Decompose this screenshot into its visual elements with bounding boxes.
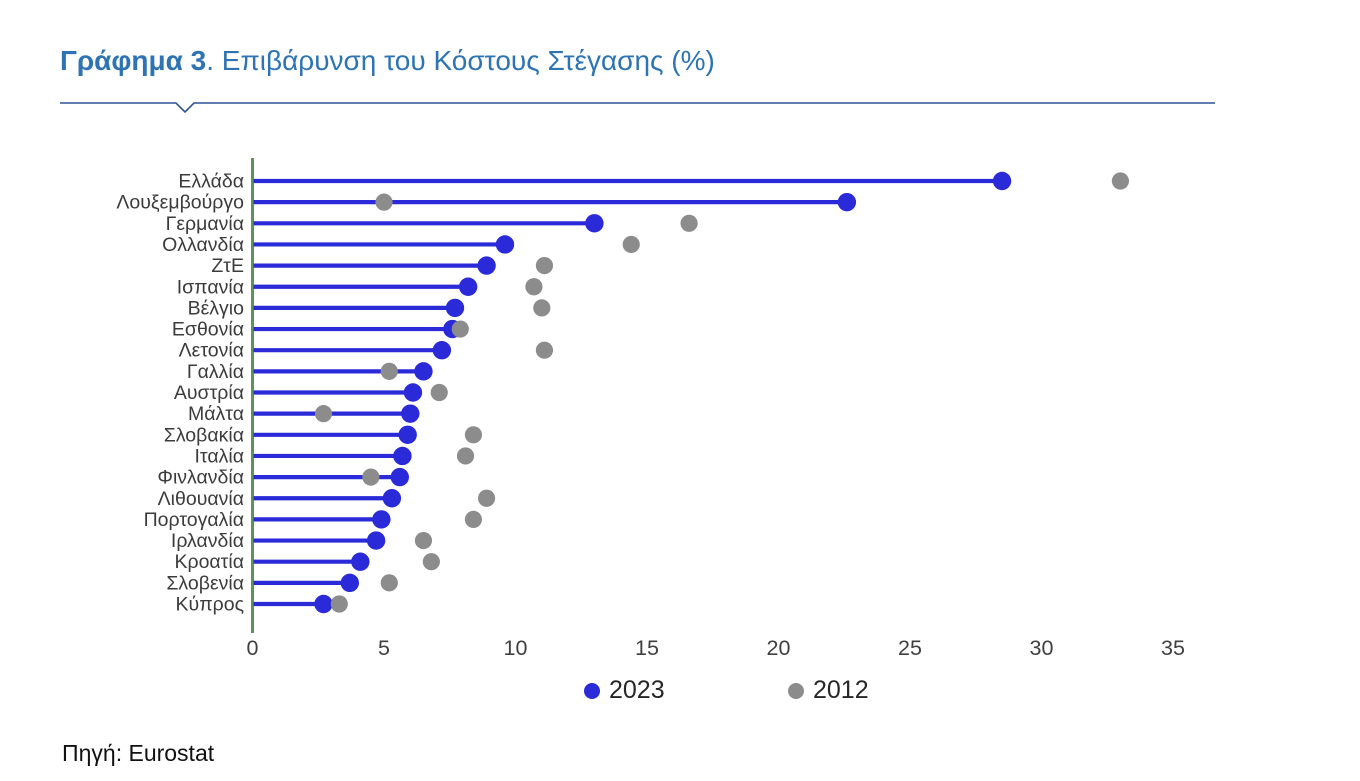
x-tick-label: 35: [1161, 636, 1185, 660]
legend-label-2012: 2012: [813, 676, 869, 704]
category-label: Γερμανία: [166, 213, 244, 235]
dot-2023: [372, 510, 391, 529]
dot-2012: [1111, 172, 1129, 190]
category-label: Ελλάδα: [178, 171, 244, 193]
dot-2023: [366, 531, 386, 550]
dot-2012: [535, 341, 554, 359]
title-underline-rule: [60, 102, 1215, 114]
category-label: Μάλτα: [188, 403, 244, 425]
dot-2012: [314, 405, 333, 423]
category-label: Λουξεμβούργο: [116, 192, 244, 214]
category-label: Ιταλία: [195, 445, 244, 467]
category-label: Εσθονία: [172, 319, 244, 341]
x-tick-label: 5: [378, 636, 390, 660]
category-label: Ιρλανδία: [171, 530, 244, 552]
dot-2012: [464, 510, 483, 528]
dot-2012: [380, 362, 398, 380]
legend-label-2023: 2023: [609, 676, 665, 704]
source-note: Πηγή: Eurostat: [62, 740, 215, 766]
dot-2012: [477, 489, 496, 507]
x-tick-label: 30: [1030, 636, 1054, 660]
dot-2023: [458, 277, 478, 296]
dot-2012: [330, 595, 348, 613]
category-label: ΖτΕ: [211, 255, 244, 277]
dot-2023: [585, 214, 604, 233]
chart-title-separator: .: [206, 45, 222, 76]
x-tick-label: 20: [767, 636, 791, 660]
dot-2012: [622, 235, 640, 254]
dot-2012: [380, 574, 398, 592]
chart-title: Γράφημα 3. Επιβάρυνση του Κόστους Στέγασ…: [60, 44, 715, 78]
dot-2023: [401, 404, 420, 423]
dot-2012: [414, 531, 433, 550]
legend-dot-2012-icon: [788, 682, 804, 699]
dot-2012: [533, 299, 551, 317]
category-label: Ισπανία: [177, 276, 244, 298]
legend-item-2023: 2023: [584, 676, 665, 705]
legend-dot-2023-icon: [584, 682, 600, 699]
dot-2012: [451, 320, 469, 338]
dot-2012: [464, 426, 483, 444]
legend-item-2012: 2012: [788, 676, 869, 705]
dot-2023: [340, 573, 360, 593]
dot-2023: [403, 383, 423, 402]
dot-2023: [414, 362, 433, 381]
dot-2023: [314, 594, 333, 614]
category-label: Κροατία: [174, 551, 244, 573]
category-label: Πορτογαλία: [144, 509, 244, 531]
x-tick-label: 15: [635, 636, 659, 660]
category-label: Λετονία: [179, 340, 244, 362]
dot-2023: [398, 425, 417, 444]
dot-2023: [495, 235, 515, 254]
chart-title-text: Επιβάρυνση του Κόστους Στέγασης (%): [221, 45, 715, 76]
category-label: Φινλανδία: [157, 467, 244, 489]
chart-title-number: Γράφημα 3: [60, 45, 207, 76]
dot-2012: [430, 383, 448, 402]
dot-2012: [680, 214, 698, 232]
chart-legend: 2023 2012: [0, 676, 1360, 708]
category-label: Σλοβενία: [166, 572, 244, 594]
dot-2012: [535, 257, 554, 275]
dot-2023: [445, 298, 465, 318]
dot-2012: [456, 447, 475, 465]
dot-2023: [837, 192, 857, 212]
dot-2023: [992, 171, 1012, 191]
category-label: Λιθουανία: [158, 488, 244, 510]
dot-2012: [375, 193, 393, 211]
category-label: Ολλανδία: [162, 234, 244, 256]
dot-2023: [393, 446, 412, 466]
dot-2023: [477, 256, 496, 275]
dot-2023: [432, 341, 452, 360]
category-label: Βέλγιο: [188, 297, 245, 319]
dot-2012: [362, 468, 380, 486]
dot-2023: [390, 467, 409, 487]
dot-2023: [351, 552, 370, 571]
x-tick-label: 25: [898, 636, 922, 660]
x-tick-label: 10: [504, 636, 528, 660]
dot-2012: [525, 278, 543, 296]
category-label: Αυστρία: [174, 382, 244, 404]
category-label: Γαλλία: [187, 361, 244, 383]
dot-2023: [382, 489, 402, 508]
x-tick-label: 0: [247, 636, 259, 660]
category-label: Κύπρος: [176, 594, 244, 616]
dot-2012: [422, 553, 440, 571]
category-label: Σλοβακία: [164, 424, 244, 446]
